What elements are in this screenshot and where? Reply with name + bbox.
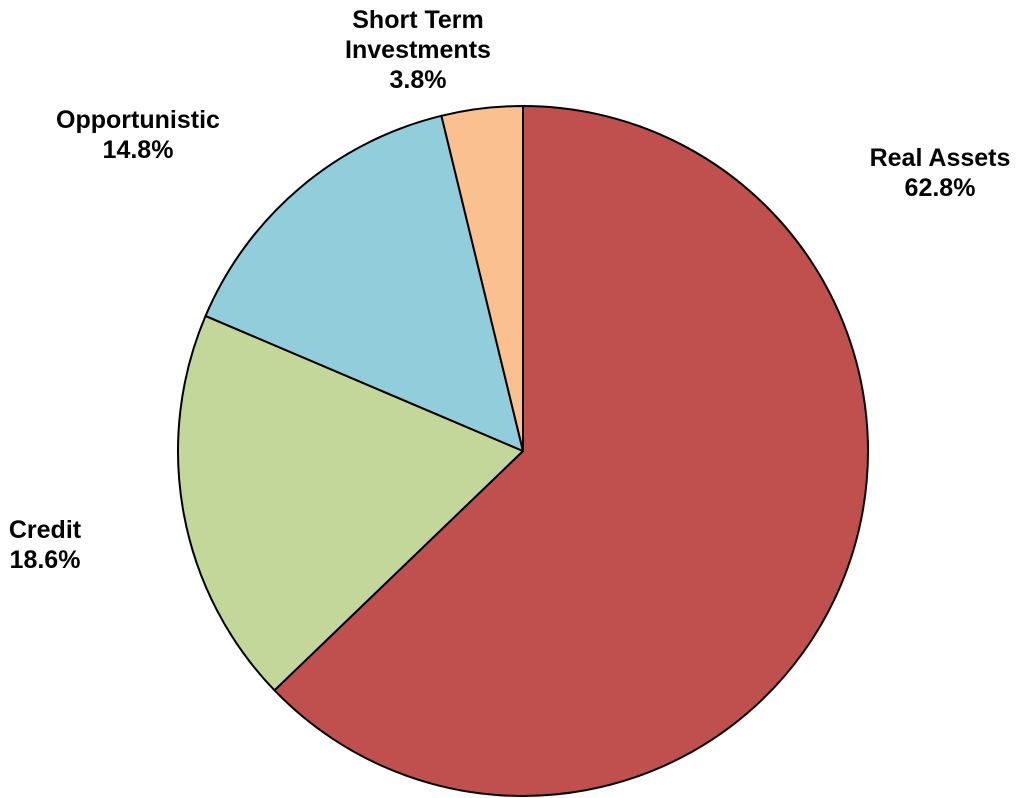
pie-slice-short-term-investments: [440, 105, 524, 452]
slice-value-label: 3.8%: [390, 66, 447, 94]
slice-name-label: Opportunistic: [56, 106, 220, 134]
slice-label-credit: Credit 18.6%: [9, 516, 82, 574]
pie-slice-credit: [177, 314, 524, 692]
slice-value-label: 62.8%: [905, 174, 976, 202]
slice-label-real-assets: Real Assets 62.8%: [870, 144, 1011, 202]
pie-slices: [177, 105, 869, 797]
slice-label-short-term-investments: Short Term Investments 3.8%: [345, 6, 491, 94]
pie-slice-opportunistic: [204, 114, 524, 452]
slice-name-label: Credit: [9, 516, 82, 544]
slice-name-label: Short Term: [352, 6, 484, 34]
slice-label-opportunistic: Opportunistic 14.8%: [56, 106, 220, 164]
slice-value-label: 18.6%: [10, 546, 81, 574]
slice-name-label: Real Assets: [870, 144, 1011, 172]
pie-slice-real-assets: [273, 105, 869, 797]
pie-labels: Real Assets 62.8% Credit 18.6% Opportunistic…: [9, 6, 1011, 574]
slice-value-label: 14.8%: [103, 136, 174, 164]
slice-name-label: Investments: [345, 36, 491, 64]
